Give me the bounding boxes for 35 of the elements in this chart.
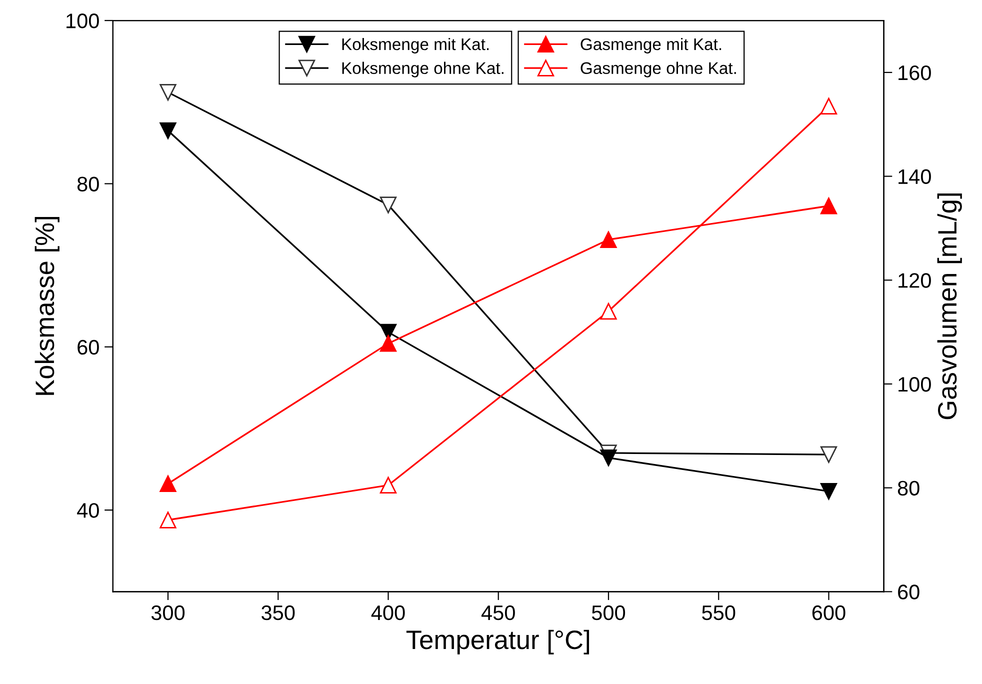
x-axis-title: Temperatur [°C]: [406, 630, 590, 654]
y-tick-label: 100: [66, 14, 99, 28]
x-tick-label: 400: [371, 605, 405, 620]
x-tick-label: 550: [702, 605, 736, 620]
y-tick-label: 40: [77, 503, 99, 518]
y2-tick-label: 80: [898, 480, 920, 496]
point: [160, 122, 176, 139]
point: [820, 198, 838, 214]
point: [160, 475, 176, 492]
legend-label: Gasmenge ohne Kat.: [580, 62, 736, 78]
point: [820, 482, 838, 500]
y-axis-title: Koksmasse [%]: [34, 217, 60, 395]
x-tick-label: 300: [151, 605, 185, 620]
x-tick-label: 450: [481, 605, 515, 620]
y2-tick-label: 60: [898, 584, 920, 600]
point: [600, 231, 617, 248]
point: [380, 335, 397, 352]
y2-tick-label: 140: [898, 169, 931, 184]
legend-label: Koksmenge mit Kat.: [342, 38, 489, 54]
legend-label: Koksmenge ohne Kat.: [342, 62, 504, 78]
y2-tick-label: 120: [898, 273, 931, 288]
point: [160, 512, 176, 528]
y-tick-label: 80: [77, 176, 99, 192]
point: [600, 450, 617, 466]
y2-tick-label: 160: [898, 65, 931, 80]
point: [380, 476, 397, 494]
x-tick-label: 350: [262, 605, 295, 620]
y2-tick-label: 100: [898, 376, 931, 392]
point: [600, 302, 617, 320]
legend-label: Gasmenge mit Kat.: [580, 38, 722, 54]
x-tick-label: 600: [812, 605, 846, 620]
y2-axis-title: Gasvolumen [mL/g]: [937, 194, 962, 420]
y-tick-label: 60: [78, 340, 99, 355]
x-tick-label: 500: [592, 605, 626, 620]
point: [820, 98, 838, 115]
